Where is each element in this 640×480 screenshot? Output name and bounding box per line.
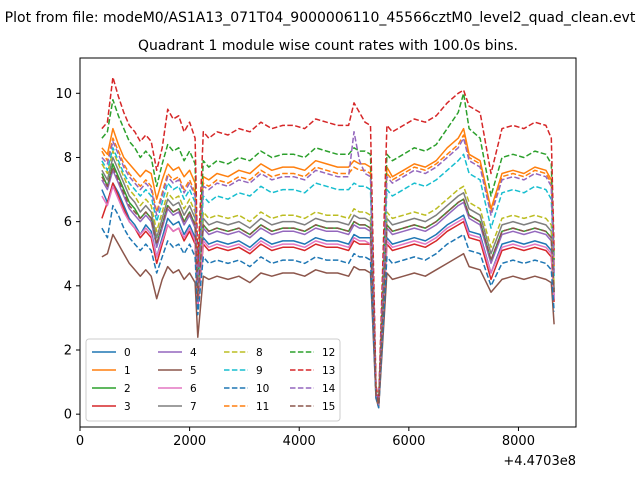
legend-label-9: 9 [256, 365, 263, 377]
legend-label-10: 10 [256, 383, 269, 395]
legend-label-12: 12 [322, 347, 335, 359]
series-line-5 [101, 233, 555, 409]
legend-label-1: 1 [124, 365, 131, 377]
legend-label-7: 7 [190, 401, 197, 413]
figure-suptitle: Plot from file: modeM0/AS1A13_071T04_900… [5, 10, 636, 26]
series-layer [101, 76, 555, 409]
series-line-13 [101, 76, 555, 403]
legend-label-5: 5 [190, 365, 197, 377]
chart-title: Quadrant 1 module wise count rates with … [138, 38, 518, 54]
legend-label-11: 11 [256, 401, 269, 413]
y-tick-label: 8 [64, 151, 72, 166]
x-tick-label: 4000 [283, 434, 316, 449]
x-offset-label: +4.4703e8 [503, 454, 576, 469]
series-line-12 [101, 92, 555, 403]
legend-label-8: 8 [256, 347, 263, 359]
legend-frame [85, 338, 341, 422]
series-line-6 [101, 185, 555, 406]
series-line-7 [101, 156, 555, 406]
legend-label-4: 4 [190, 347, 197, 359]
y-tick-label: 6 [64, 215, 72, 230]
x-tick-label: 0 [76, 434, 84, 449]
legend-label-0: 0 [124, 347, 131, 359]
series-line-1 [101, 127, 555, 406]
y-tick-label: 2 [64, 343, 72, 358]
x-tick-label: 2000 [173, 434, 206, 449]
x-tick-label: 6000 [392, 434, 425, 449]
y-tick-label: 10 [55, 87, 72, 102]
y-tick-label: 0 [64, 408, 72, 423]
series-line-10 [101, 204, 555, 409]
x-tick-label: 8000 [502, 434, 535, 449]
legend-label-3: 3 [124, 401, 131, 413]
legend-label-14: 14 [322, 383, 336, 395]
series-line-9 [101, 147, 555, 406]
series-line-3 [101, 182, 555, 406]
legend-label-2: 2 [124, 383, 131, 395]
legend-label-15: 15 [322, 401, 335, 413]
series-line-14 [101, 131, 555, 406]
legend-label-13: 13 [322, 365, 335, 377]
legend-label-6: 6 [190, 383, 197, 395]
series-line-11 [101, 134, 555, 406]
plot-frame [79, 57, 577, 428]
y-tick-label: 4 [64, 279, 72, 294]
series-line-8 [101, 150, 555, 406]
